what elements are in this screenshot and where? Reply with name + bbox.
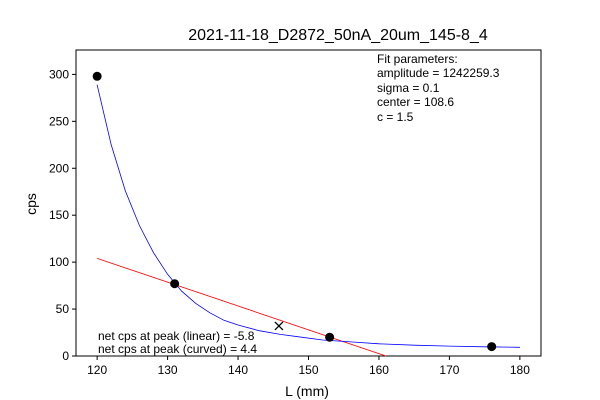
y-tick-label: 250 <box>49 114 69 128</box>
x-tick-label: 170 <box>439 363 459 377</box>
fit-parameters-heading: Fit parameters: <box>377 52 458 66</box>
x-tick-label: 150 <box>298 363 318 377</box>
peak-marker <box>274 321 284 331</box>
y-tick-label: 50 <box>56 302 70 316</box>
x-tick-label: 140 <box>228 363 248 377</box>
fit-parameter-line: amplitude = 1242259.3 <box>377 66 500 80</box>
y-axis: 0 50 100 150 200 250 300 <box>49 67 76 363</box>
data-point <box>92 71 102 81</box>
data-point <box>325 332 335 342</box>
fit-parameter-line: c = 1.5 <box>377 110 414 124</box>
y-tick-label: 200 <box>49 161 69 175</box>
linear-fit-line <box>97 258 387 357</box>
y-tick-label: 100 <box>49 255 69 269</box>
x-axis-label: L (mm) <box>285 383 329 399</box>
peak-marker-stroke <box>274 321 284 331</box>
y-tick-label: 300 <box>49 67 69 81</box>
x-tick-label: 120 <box>87 363 107 377</box>
fit-parameter-line: sigma = 0.1 <box>377 81 440 95</box>
x-tick-label: 130 <box>158 363 178 377</box>
y-tick-label: 150 <box>49 208 69 222</box>
y-tick-label: 0 <box>62 349 69 363</box>
x-axis: 120 130 140 150 160 170 180 <box>87 356 530 377</box>
plot-area: 120 130 140 150 160 170 180 0 50 100 150 200 250 300 <box>49 49 542 377</box>
x-tick-label: 180 <box>510 363 530 377</box>
fit-curve <box>96 84 520 348</box>
data-point <box>487 342 497 352</box>
x-tick-label: 160 <box>369 363 389 377</box>
series-layer <box>92 71 520 357</box>
data-point <box>170 279 180 289</box>
linear-peak-annotation: net cps at peak (linear) = -5.8 <box>98 329 255 343</box>
fit-parameter-line: center = 108.6 <box>377 95 454 109</box>
curved-peak-annotation: net cps at peak (curved) = 4.4 <box>98 342 257 356</box>
chart-title: 2021-11-18_D2872_50nA_20um_145-8_4 <box>188 27 488 44</box>
plot-frame <box>75 49 542 357</box>
y-axis-label: cps <box>23 193 39 215</box>
fit-parameters: Fit parameters: amplitude = 1242259.3 si… <box>377 52 500 124</box>
